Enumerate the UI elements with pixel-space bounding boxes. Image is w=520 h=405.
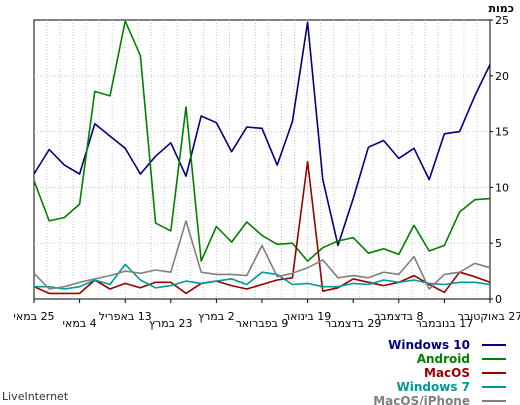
legend-label-macos: MacOS xyxy=(424,366,470,380)
legend-label-windows-7: Windows 7 xyxy=(397,380,470,394)
series-lines xyxy=(33,20,491,295)
series-line-windows-7 xyxy=(34,263,491,290)
x-tick-label: 8 בדצמבר xyxy=(374,310,423,323)
x-tick-label: 25 במאי xyxy=(13,310,54,323)
series-line-macos xyxy=(33,160,491,295)
y-tick-label: 25 xyxy=(495,14,509,27)
x-tick-label: 4 במאי xyxy=(63,317,97,330)
x-tick-label: 17 בנובמבר xyxy=(416,317,474,330)
grid-lines xyxy=(34,20,490,299)
legend-label-android: Android xyxy=(417,352,470,366)
series-line-windows-10 xyxy=(33,21,491,247)
x-tick-label: 9 בפברואר xyxy=(236,317,289,330)
series-line-android xyxy=(33,20,491,262)
x-tick-label: 27 באוקטובר xyxy=(458,310,520,323)
x-tick-label: 29 בדצמבר xyxy=(325,317,381,330)
x-tick-label: 2 במרץ xyxy=(198,310,234,323)
y-tick-label: 10 xyxy=(495,181,509,194)
y-tick-label: 20 xyxy=(495,70,509,83)
series-line-macos-iphone xyxy=(33,220,491,290)
y-tick-label: 5 xyxy=(495,237,502,250)
legend-label-macos-iphone: MacOS/iPhone xyxy=(373,394,470,405)
x-tick-label: 19 בינואר xyxy=(284,310,331,323)
x-tick-label: 23 במרץ xyxy=(149,317,192,330)
y-axis: 0 5 10 15 20 25 xyxy=(490,14,509,306)
plot-area xyxy=(33,19,491,300)
legend-label-windows-10: Windows 10 xyxy=(388,338,470,352)
y-tick-label: 0 xyxy=(495,293,502,306)
y-tick-label: 15 xyxy=(495,126,509,139)
y-axis-label: כמות xyxy=(489,2,514,15)
x-tick-label: 13 באפריל xyxy=(99,310,152,323)
watermark-text: LiveInternet xyxy=(2,390,69,403)
